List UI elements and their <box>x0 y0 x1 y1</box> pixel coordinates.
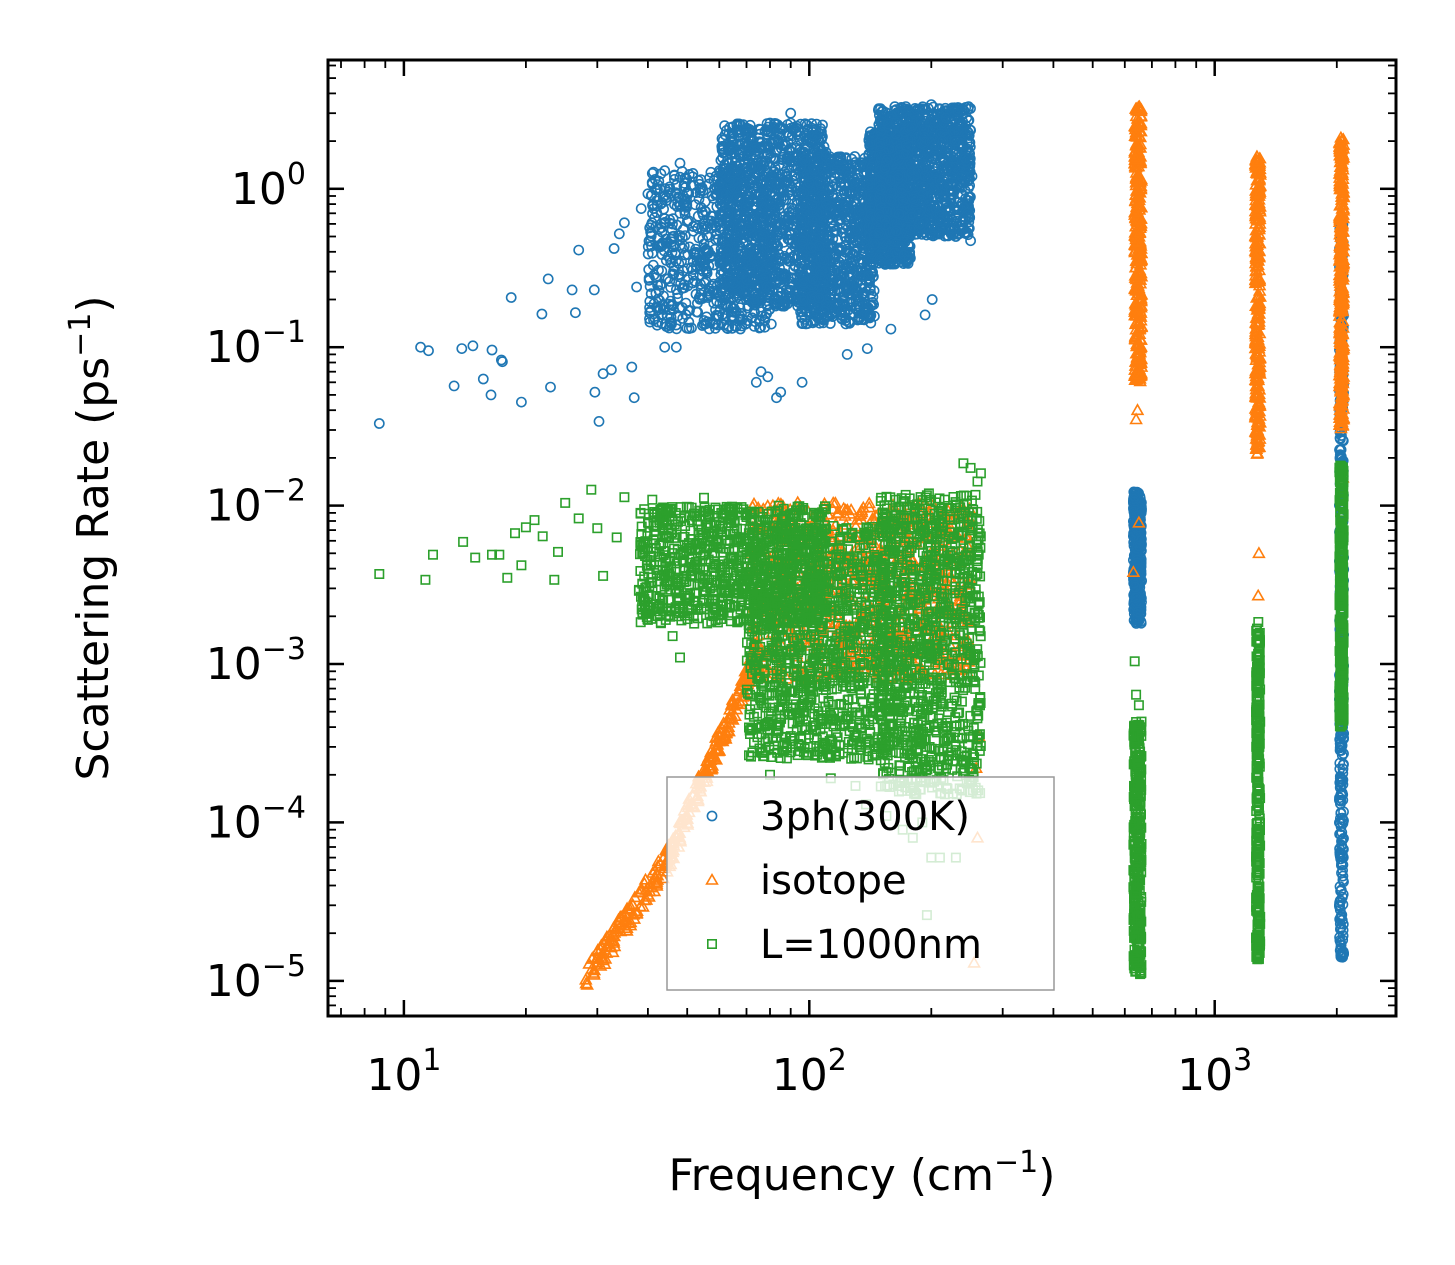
data-point <box>669 173 680 185</box>
data-point <box>695 202 707 213</box>
series-0 <box>373 99 1350 963</box>
data-point <box>741 317 753 329</box>
data-point <box>659 318 671 330</box>
data-point <box>684 241 695 253</box>
data-point <box>701 316 713 328</box>
data-point <box>658 290 669 302</box>
data-point <box>654 279 666 291</box>
data-point <box>652 184 663 195</box>
data-point <box>695 278 706 290</box>
data-point <box>657 191 669 203</box>
data-point <box>675 278 686 289</box>
data-point <box>703 260 715 272</box>
data-point <box>672 292 683 304</box>
data-point <box>680 200 691 212</box>
data-point <box>683 316 695 328</box>
data-point <box>687 264 699 275</box>
data-point <box>759 311 771 323</box>
data-point <box>646 240 657 252</box>
data-point <box>666 318 677 330</box>
data-point <box>673 258 685 269</box>
data-point <box>689 275 700 287</box>
data-point <box>731 320 742 332</box>
data-point <box>662 250 674 262</box>
data-point <box>692 306 704 318</box>
data-point <box>654 223 665 235</box>
data-point <box>683 323 695 334</box>
data-point <box>688 225 699 237</box>
data-point <box>656 226 668 238</box>
data-point <box>648 166 659 178</box>
data-point <box>660 273 672 285</box>
data-point <box>665 281 677 293</box>
data-point <box>721 263 733 275</box>
data-point <box>647 198 659 210</box>
data-point <box>653 264 664 276</box>
data-point <box>677 242 688 254</box>
data-point <box>650 272 662 283</box>
data-point <box>657 237 669 249</box>
data-point <box>680 297 692 309</box>
data-point <box>723 321 735 332</box>
data-point <box>689 246 701 258</box>
data-point <box>708 297 720 309</box>
data-point <box>676 255 687 267</box>
data-point <box>685 262 697 274</box>
data-point <box>697 293 708 304</box>
markers-layer <box>373 99 1351 990</box>
data-point <box>674 230 686 241</box>
data-point <box>664 253 676 265</box>
data-point <box>703 323 715 335</box>
data-point <box>652 179 664 190</box>
data-point <box>687 256 699 268</box>
data-point <box>645 288 657 300</box>
data-point <box>652 293 664 305</box>
data-point <box>665 311 677 323</box>
data-point <box>647 247 658 259</box>
data-point <box>652 304 664 316</box>
data-point <box>703 231 715 243</box>
data-point <box>666 299 677 311</box>
data-point <box>673 192 685 204</box>
data-point <box>664 304 676 316</box>
data-point <box>727 306 738 318</box>
data-point <box>659 213 671 225</box>
data-point <box>681 201 693 213</box>
data-point <box>670 319 682 331</box>
data-point <box>644 280 656 292</box>
data-point <box>701 267 713 279</box>
data-point <box>648 314 659 326</box>
data-point <box>665 257 677 269</box>
data-point <box>714 298 726 309</box>
data-point <box>664 181 675 193</box>
data-point <box>666 224 678 236</box>
data-point <box>693 232 705 244</box>
data-point <box>672 288 683 300</box>
data-point <box>759 321 771 333</box>
data-point <box>649 173 661 185</box>
